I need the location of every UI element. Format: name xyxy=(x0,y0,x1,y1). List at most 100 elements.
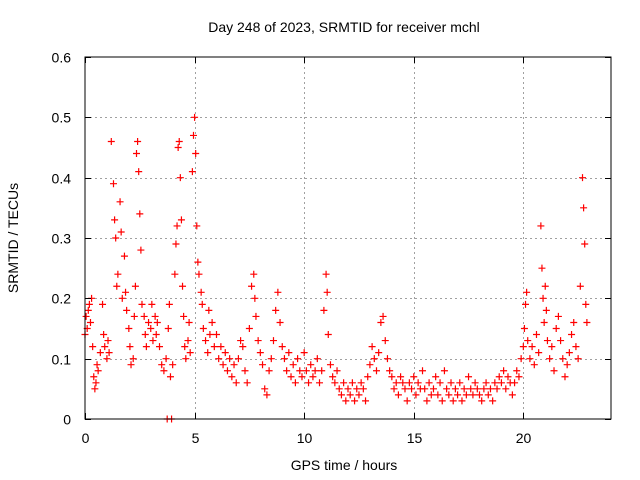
data-point xyxy=(311,367,319,375)
data-point xyxy=(230,361,238,369)
data-point xyxy=(217,343,225,351)
data-point xyxy=(96,349,104,357)
data-point xyxy=(467,385,475,393)
data-point xyxy=(386,367,394,375)
data-point xyxy=(357,379,365,387)
data-point xyxy=(440,367,448,375)
data-point xyxy=(476,391,483,399)
data-point xyxy=(508,391,516,399)
data-point xyxy=(164,325,172,332)
data-point xyxy=(335,385,343,393)
data-point xyxy=(579,174,587,182)
data-point xyxy=(147,325,155,332)
data-point xyxy=(451,385,459,393)
data-point xyxy=(145,318,153,326)
data-point xyxy=(465,373,473,381)
data-point xyxy=(486,385,494,393)
data-point xyxy=(107,137,115,145)
data-point xyxy=(550,367,558,375)
data-point xyxy=(263,391,271,399)
data-point xyxy=(423,397,431,405)
data-point xyxy=(559,355,567,363)
y-axis-label: SRMTID / TECUs xyxy=(5,183,21,293)
data-point xyxy=(193,222,201,230)
data-point xyxy=(493,385,501,393)
data-point xyxy=(174,144,182,151)
data-point xyxy=(489,397,497,405)
data-point xyxy=(320,306,328,314)
y-tick-label: 0.3 xyxy=(52,231,72,247)
data-point xyxy=(331,379,339,387)
data-point xyxy=(111,216,119,224)
data-point xyxy=(274,288,282,296)
data-point xyxy=(580,204,588,212)
data-point xyxy=(205,306,213,314)
data-point xyxy=(232,379,240,387)
data-point xyxy=(149,337,157,345)
data-point xyxy=(429,385,437,393)
data-point xyxy=(546,355,554,363)
data-point xyxy=(539,294,547,302)
data-point xyxy=(176,174,184,182)
data-point xyxy=(278,343,286,351)
data-point xyxy=(557,337,565,345)
data-point xyxy=(259,361,267,369)
y-tick-label: 0.6 xyxy=(52,50,72,66)
data-point xyxy=(372,367,380,375)
data-point xyxy=(248,282,256,290)
data-point xyxy=(436,379,444,387)
data-point xyxy=(294,355,302,363)
data-point xyxy=(265,367,273,375)
data-point xyxy=(148,300,156,308)
data-point xyxy=(104,337,112,345)
data-point xyxy=(519,343,527,351)
data-point xyxy=(523,288,531,296)
data-point xyxy=(199,325,207,332)
data-point xyxy=(219,361,227,369)
data-point xyxy=(482,379,490,387)
data-point xyxy=(359,385,367,393)
data-point xyxy=(517,355,525,363)
data-point xyxy=(267,355,275,363)
axis-ticks xyxy=(85,57,611,420)
data-point xyxy=(251,294,259,302)
data-point xyxy=(390,385,398,393)
data-point xyxy=(491,379,499,387)
data-point xyxy=(208,318,216,326)
data-point xyxy=(462,391,470,399)
data-point xyxy=(542,306,550,314)
data-point xyxy=(186,349,194,357)
y-tick-labels: 0 0.1 0.2 0.3 0.4 0.5 0.6 xyxy=(52,50,72,428)
data-point xyxy=(421,385,429,393)
data-point xyxy=(202,337,210,345)
data-point xyxy=(548,343,556,351)
data-point xyxy=(305,379,313,387)
data-point xyxy=(316,379,324,387)
data-point xyxy=(122,288,130,296)
data-point xyxy=(90,373,98,381)
y-tick-label: 0.5 xyxy=(52,110,72,126)
data-point xyxy=(256,349,264,357)
data-point xyxy=(298,373,306,381)
data-point xyxy=(355,391,363,399)
data-point xyxy=(185,318,193,326)
data-point xyxy=(497,379,505,387)
data-point xyxy=(403,397,411,405)
data-point xyxy=(138,300,146,308)
data-point xyxy=(473,385,481,393)
data-point xyxy=(419,367,427,375)
data-point xyxy=(252,312,260,320)
x-tick-label: 15 xyxy=(407,430,423,446)
data-point xyxy=(434,391,442,399)
data-point xyxy=(204,349,212,357)
data-point xyxy=(134,137,142,145)
data-point xyxy=(287,373,295,381)
data-point xyxy=(117,228,125,236)
data-point xyxy=(572,343,580,351)
data-point xyxy=(191,113,199,121)
data-point xyxy=(342,397,350,405)
data-point xyxy=(471,379,479,387)
data-point xyxy=(269,337,277,345)
data-point xyxy=(412,391,420,399)
data-point xyxy=(538,264,546,272)
